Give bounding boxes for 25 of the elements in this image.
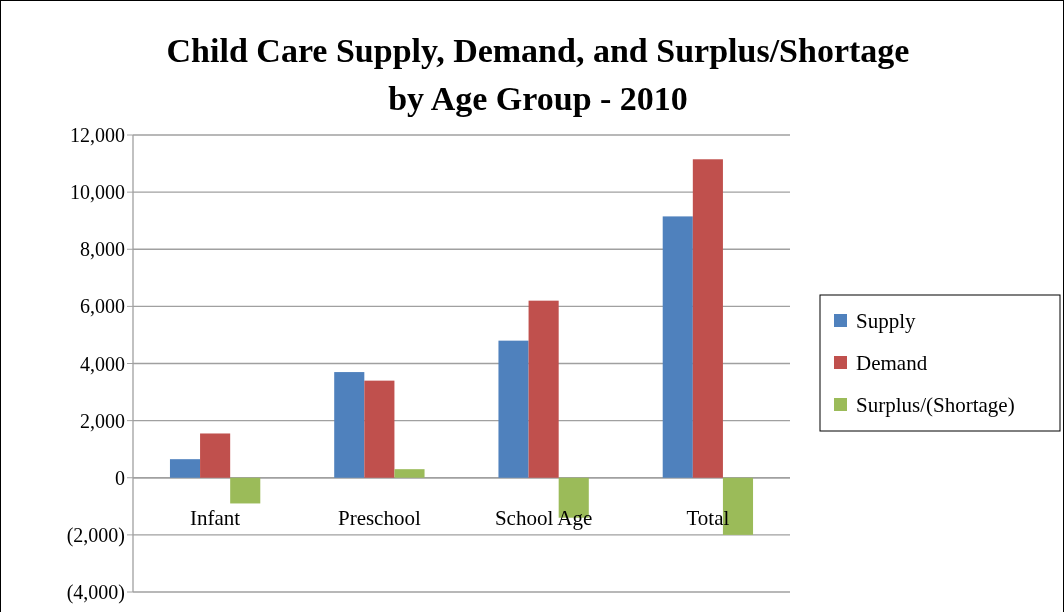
y-tick-label: (4,000) xyxy=(66,581,125,604)
legend-label: Surplus/(Shortage) xyxy=(856,393,1015,418)
y-tick-label: 4,000 xyxy=(80,352,125,375)
x-tick-label: Preschool xyxy=(337,505,421,530)
y-tick-label: 10,000 xyxy=(70,181,125,204)
bar xyxy=(200,433,231,478)
bar xyxy=(364,380,395,478)
bar xyxy=(692,159,723,478)
bar xyxy=(334,372,365,478)
y-tick-label: 0 xyxy=(115,466,125,489)
y-tick-label: (2,000) xyxy=(66,523,125,547)
y-tick-label: 2,000 xyxy=(80,409,125,432)
x-tick-label: Infant xyxy=(190,505,241,530)
bar xyxy=(230,477,261,504)
bar xyxy=(169,459,201,478)
legend-label: Supply xyxy=(856,309,917,334)
y-tick-label: 8,000 xyxy=(80,238,125,261)
legend-label: Demand xyxy=(856,351,928,376)
bar xyxy=(662,216,693,478)
bar xyxy=(498,340,529,478)
y-tick-label: 12,000 xyxy=(70,124,125,146)
bar xyxy=(528,300,559,478)
chart-title: Child Care Supply, Demand, and Surplus/Shortage by Age Group - 2010 xyxy=(166,32,910,117)
bar xyxy=(394,469,425,478)
y-tick-label: 6,000 xyxy=(80,295,125,318)
